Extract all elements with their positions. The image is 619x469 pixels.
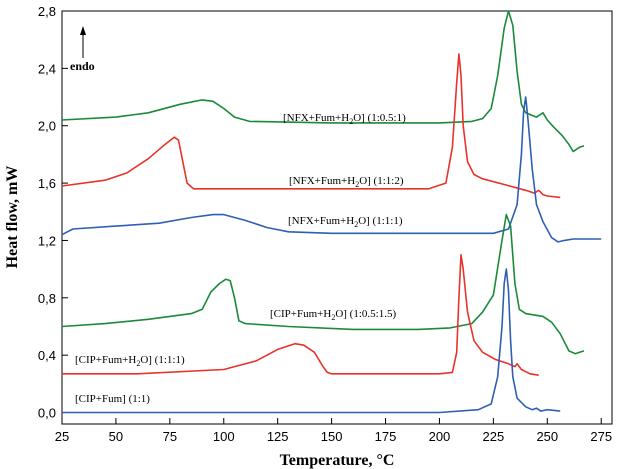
series-label-cip-1-1: [CIP+Fum] (1:1): [75, 393, 150, 405]
y-tick-label: 2,4: [38, 61, 56, 76]
series-line-0: [61, 10, 585, 153]
series-label-nfx-1-1-1: [NFX+Fum+H2O] (1:1:1): [288, 215, 403, 229]
y-tick-label: 0,0: [38, 406, 56, 421]
plot-frame: [61, 10, 613, 425]
x-axis-title: Temperature, °C: [280, 452, 395, 469]
x-tick-label: 200: [429, 429, 451, 444]
series-line-2: [61, 96, 602, 243]
y-tick-label: 2,0: [38, 119, 56, 134]
x-tick-label: 100: [213, 429, 235, 444]
endo-arrow-head: [80, 26, 86, 35]
y-tick-label: 1,2: [38, 233, 56, 248]
series-line-3: [61, 213, 585, 355]
series-label-nfx-1-0.5-1: [NFX+Fum+H2O] (1:0.5:1): [283, 112, 406, 126]
y-tick-label: 0,4: [38, 348, 56, 363]
x-tick-label: 225: [483, 429, 505, 444]
series-label-nfx-1-1-2: [NFX+Fum+H2O] (1:1:2): [289, 175, 404, 189]
x-tick-label: 75: [163, 429, 177, 444]
series-label-cip-1-0.5-1.5: [CIP+Fum+H2O] (1:0.5:1.5): [270, 308, 396, 322]
x-tick-label: 25: [55, 429, 69, 444]
y-axis-title: Heat flow, mW: [4, 166, 21, 269]
series-label-cip-1-1-1: [CIP+Fum+H2O] (1:1:1): [75, 354, 185, 368]
x-tick-label: 250: [536, 429, 558, 444]
x-tick-label: 125: [267, 429, 289, 444]
y-tick-label: 0,8: [38, 291, 56, 306]
series-labels: [NFX+Fum+H2O] (1:0.5:1) [NFX+Fum+H2O] (1…: [75, 112, 406, 405]
endo-annotation: endo: [70, 59, 95, 73]
series-line-5: [62, 268, 561, 414]
series-lines: [61, 10, 602, 414]
x-tick-label: 175: [375, 429, 397, 444]
axis-ticks: 25 50 75 100 125 150 175 200 225 250 275 0,0 0,4 0,8 1…: [38, 4, 612, 444]
x-tick-label: 150: [321, 429, 343, 444]
y-tick-label: 1,6: [38, 176, 56, 191]
series-line-1: [61, 53, 561, 199]
x-tick-label: 275: [590, 429, 612, 444]
x-tick-label: 50: [109, 429, 123, 444]
y-tick-label: 2,8: [38, 4, 56, 19]
